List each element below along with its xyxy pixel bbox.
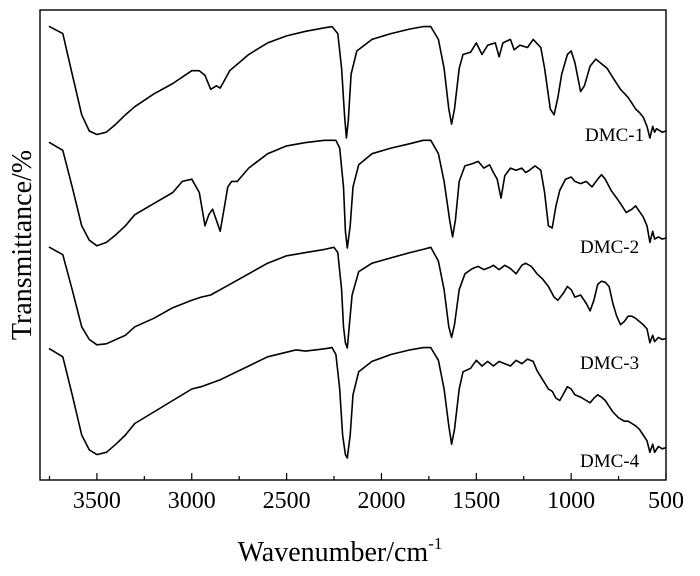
- x-tick-label-2000: 2000: [357, 488, 405, 514]
- x-axis-ticks: 3500 3000 2500 2000 1500 1000 500: [48, 473, 684, 514]
- x-tick-label-2500: 2500: [263, 488, 311, 514]
- series-labels: DMC-1 DMC-2 DMC-3 DMC-4: [580, 125, 644, 472]
- x-tick-label-3500: 3500: [73, 488, 121, 514]
- series-label-dmc-1: DMC-1: [585, 125, 644, 146]
- spectra-curves: [48, 25, 667, 459]
- series-line-dmc-1: [48, 25, 667, 139]
- series-label-dmc-3: DMC-3: [580, 353, 639, 374]
- series-line-dmc-4: [48, 346, 667, 459]
- x-tick-label-500: 500: [648, 488, 684, 514]
- x-axis-label-superscript: -1: [428, 534, 442, 553]
- series-label-dmc-4: DMC-4: [580, 451, 640, 472]
- x-tick-label-1500: 1500: [452, 488, 500, 514]
- x-tick-label-3000: 3000: [168, 488, 216, 514]
- series-line-dmc-2: [48, 139, 667, 249]
- series-line-dmc-3: [48, 246, 667, 349]
- x-tick-label-1000: 1000: [547, 488, 595, 514]
- x-axis-label: Wavenumber/cm-1: [238, 534, 443, 568]
- y-axis-label: Transmittance/%: [7, 150, 38, 340]
- plot-frame: [39, 9, 667, 481]
- series-label-dmc-2: DMC-2: [580, 237, 639, 258]
